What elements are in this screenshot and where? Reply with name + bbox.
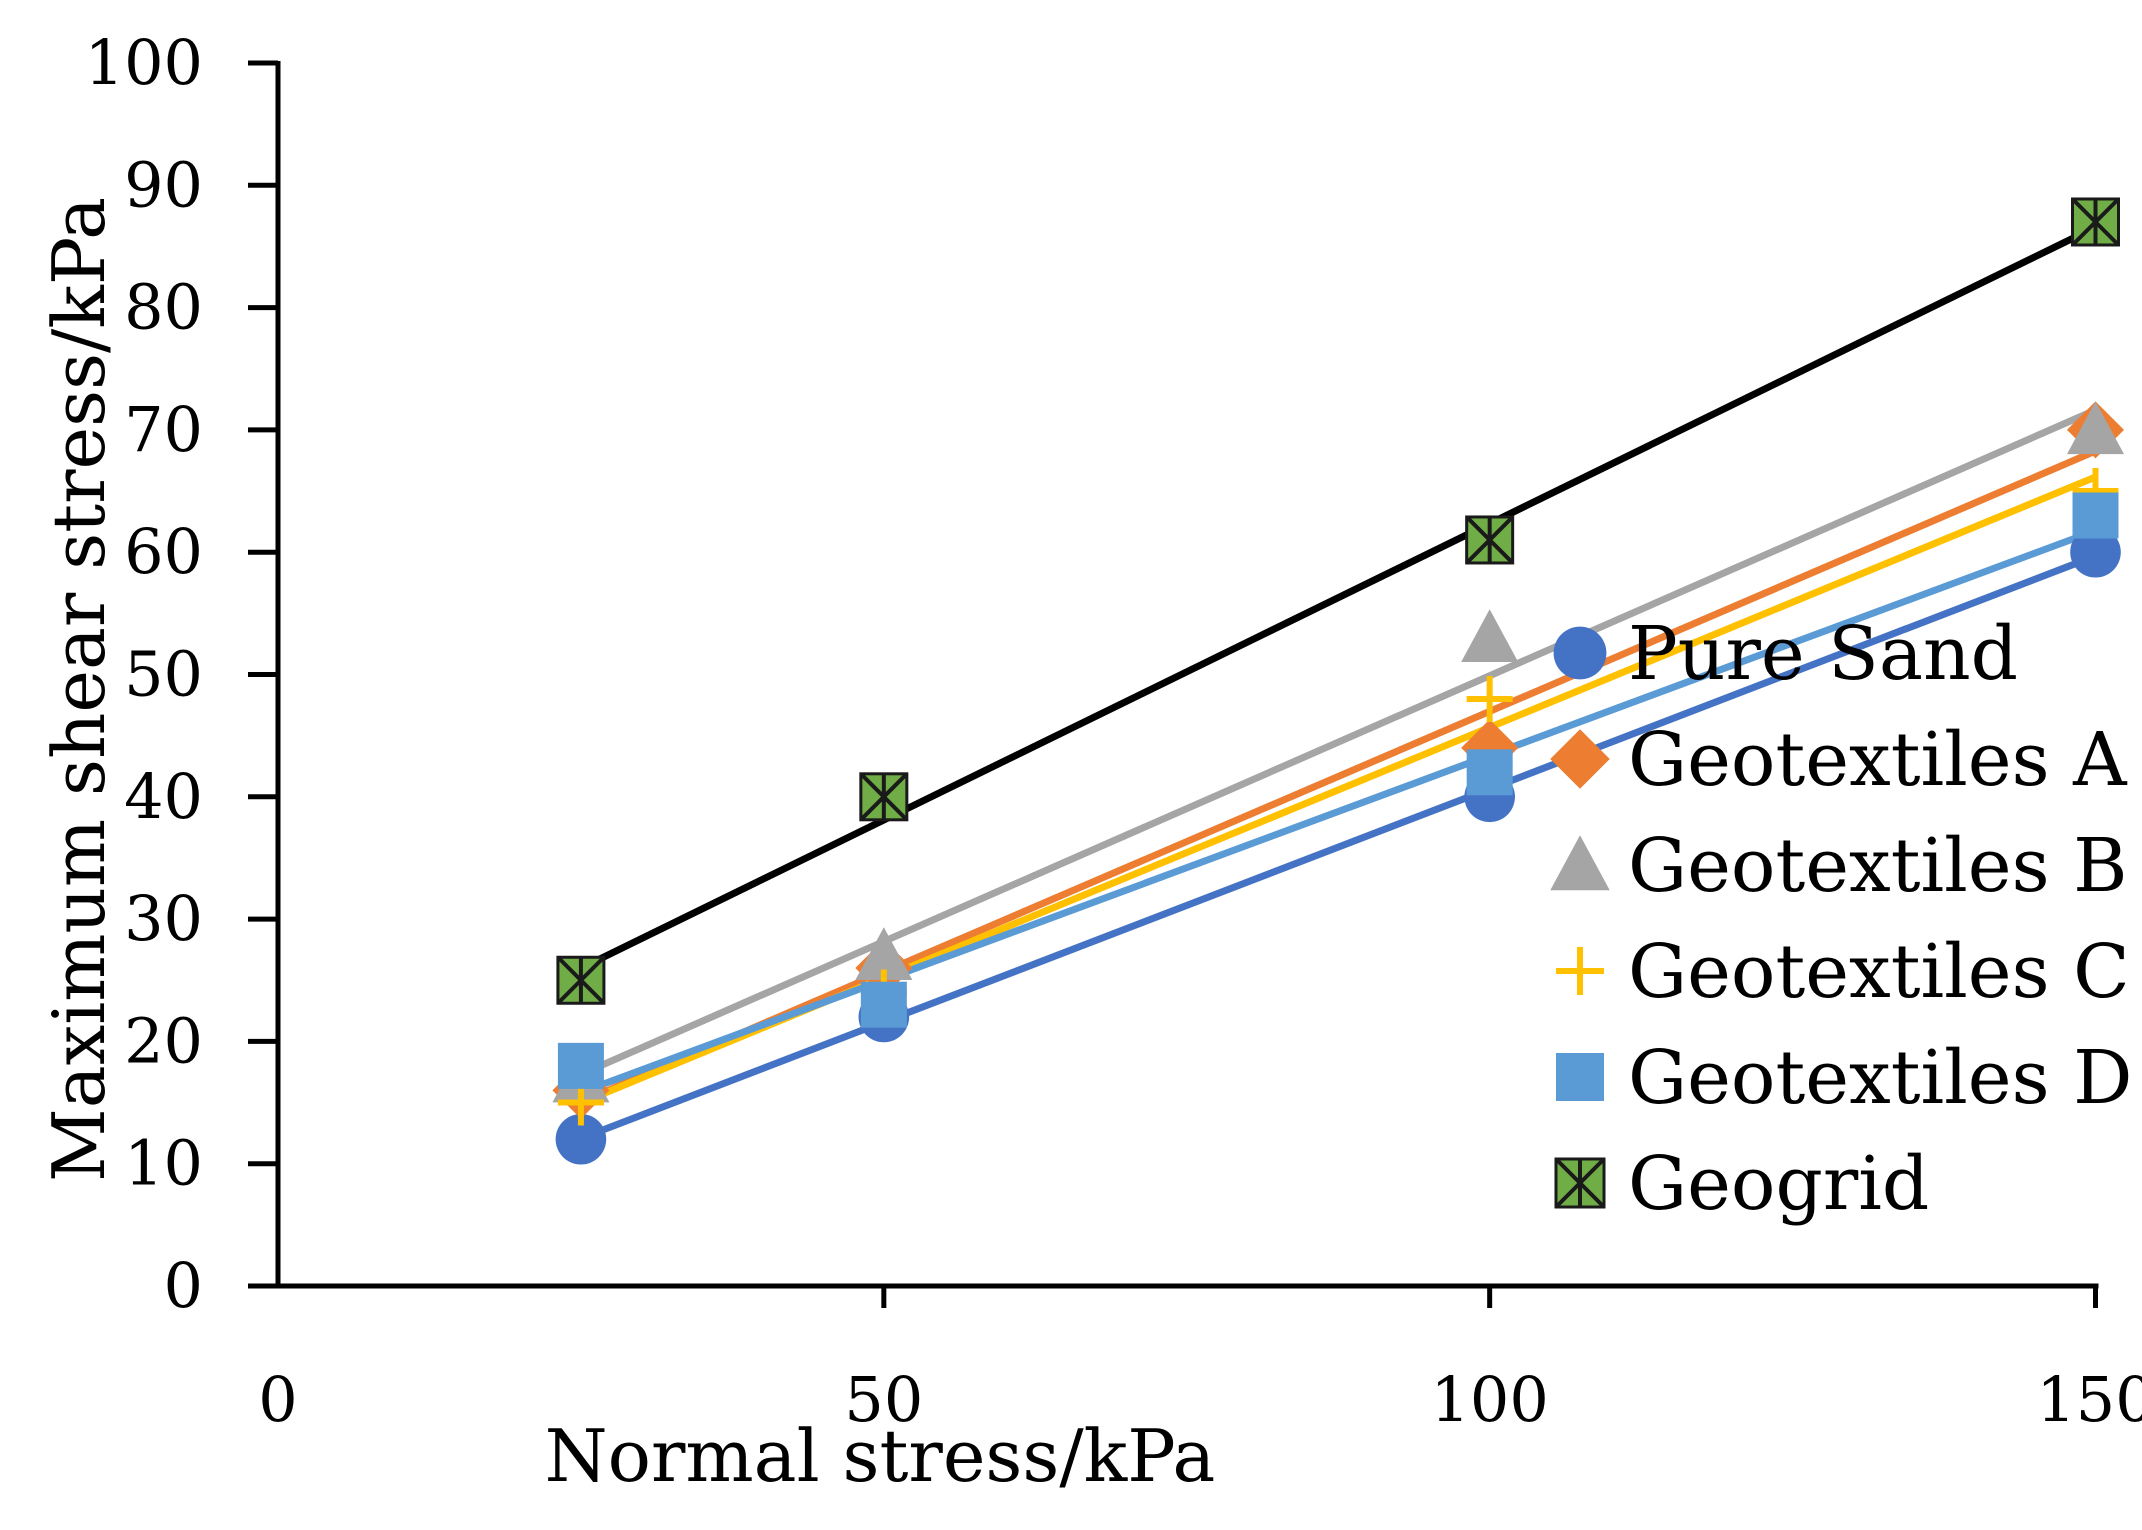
y-tick-label: 80 xyxy=(124,271,203,344)
legend-item-geogrid: Geogrid xyxy=(1554,1141,1929,1227)
y-tick-label: 70 xyxy=(124,393,203,466)
legend-symbol-geotextiles-b xyxy=(1550,835,1610,891)
point-geogrid xyxy=(2071,197,2120,247)
x-tick-label: 100 xyxy=(1430,1363,1548,1436)
point-geotextiles-d xyxy=(860,981,907,1028)
legend-symbol-geotextiles-a xyxy=(1550,729,1610,789)
data-markers xyxy=(552,197,2125,1165)
point-geogrid xyxy=(1465,515,1515,565)
legend-symbol-pure-sand xyxy=(1553,626,1607,680)
x-tick-label: 150 xyxy=(2036,1363,2142,1436)
point-pure-sand xyxy=(555,1113,607,1165)
legend-label-geogrid: Geogrid xyxy=(1628,1141,1929,1227)
legend-symbol-geogrid xyxy=(1554,1157,1606,1209)
legend-item-geotextiles-a: Geotextiles A xyxy=(1550,717,2128,803)
y-axis-title: Maximum shear stress/kPa xyxy=(37,197,121,1182)
y-tick-label: 30 xyxy=(124,882,203,955)
trendline-pure-sand xyxy=(579,552,2097,1142)
legend-item-geotextiles-b: Geotextiles B xyxy=(1550,823,2127,909)
legend-label-geotextiles-d: Geotextiles D xyxy=(1628,1035,2132,1121)
marker-cross xyxy=(1554,1157,1606,1209)
y-tick-label: 10 xyxy=(124,1127,203,1200)
legend-symbol-geotextiles-d xyxy=(1556,1053,1604,1101)
point-geotextiles-b xyxy=(1461,609,1519,663)
trendline-geogrid xyxy=(579,224,2098,972)
y-tick-label: 100 xyxy=(85,26,203,99)
legend-label-geotextiles-c: Geotextiles C xyxy=(1628,929,2130,1015)
legend-label-pure-sand: Pure Sand xyxy=(1628,611,2018,697)
legend-symbol-geotextiles-c xyxy=(1556,947,1604,995)
point-geotextiles-d xyxy=(2072,492,2119,539)
y-tick-label: 50 xyxy=(124,638,203,711)
marker-cross xyxy=(859,772,909,822)
y-axis-ticks: 0 10 20 30 40 50 60 70 80 90 100 xyxy=(85,26,278,1322)
marker-cross xyxy=(2071,197,2120,247)
legend-label-geotextiles-a: Geotextiles A xyxy=(1628,717,2128,803)
point-geotextiles-b xyxy=(2066,401,2125,455)
marker-cross xyxy=(556,955,606,1005)
x-tick-label: 50 xyxy=(844,1363,923,1436)
legend-item-geotextiles-c: Geotextiles C xyxy=(1556,929,2130,1015)
legend-item-geotextiles-d: Geotextiles D xyxy=(1556,1035,2132,1121)
trendline-geotextiles-d xyxy=(579,527,2097,1096)
y-tick-label: 40 xyxy=(124,760,203,833)
trendline-geotextiles-a xyxy=(579,447,2097,1106)
y-tick-label: 20 xyxy=(124,1004,203,1077)
y-tick-label: 90 xyxy=(124,148,203,221)
point-pure-sand xyxy=(2070,526,2121,578)
trendline-geotextiles-b xyxy=(579,406,2097,1078)
point-geotextiles-c xyxy=(1466,675,1513,722)
marker-cross xyxy=(1465,515,1515,565)
point-geogrid xyxy=(556,955,606,1005)
y-tick-label: 0 xyxy=(164,1249,203,1322)
point-geotextiles-d xyxy=(1466,749,1513,796)
point-geogrid xyxy=(859,772,909,822)
trend-lines xyxy=(579,224,2098,1142)
point-geotextiles-d xyxy=(557,1042,604,1089)
y-tick-label: 60 xyxy=(124,515,203,588)
x-axis-ticks: 0 50 100 150 xyxy=(258,1286,2142,1436)
legend-item-pure-sand: Pure Sand xyxy=(1553,611,2018,697)
point-geotextiles-b xyxy=(855,927,913,981)
legend-label-geotextiles-b: Geotextiles B xyxy=(1628,823,2127,909)
legend: Pure Sand Geotextiles A Geotextiles B Geote… xyxy=(1550,611,2132,1227)
x-tick-label: 0 xyxy=(258,1363,297,1436)
x-axis-title: Normal stress/kPa xyxy=(545,1414,1216,1498)
